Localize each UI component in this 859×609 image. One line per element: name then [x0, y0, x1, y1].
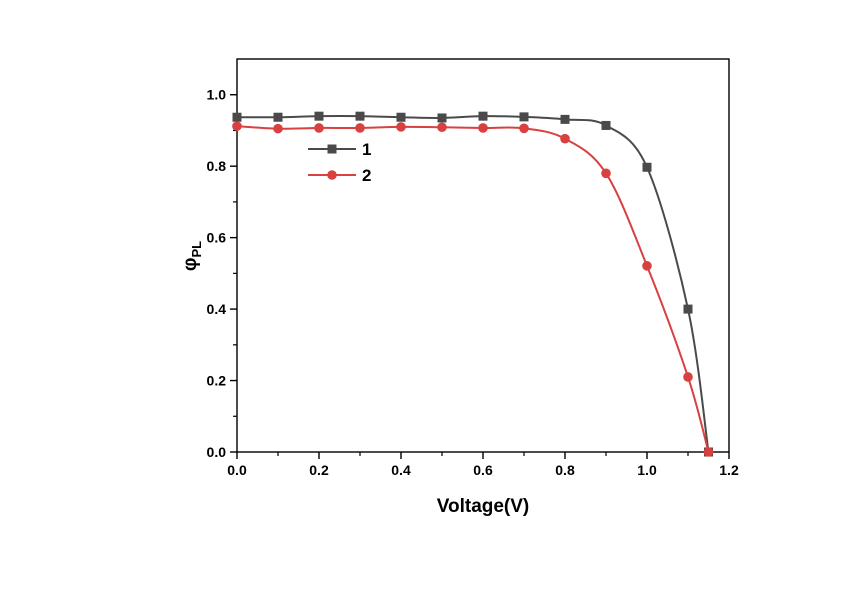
svg-text:φPL: φPL	[180, 241, 204, 271]
legend-item-2: 2	[308, 166, 371, 185]
data-point	[273, 112, 283, 122]
legend-item-1: 1	[308, 140, 371, 159]
data-point	[642, 261, 652, 271]
y-tick-label: 0.0	[207, 444, 227, 460]
data-point	[437, 113, 447, 123]
y-axis-title-sub: PL	[189, 241, 204, 258]
data-point	[683, 372, 693, 382]
data-point	[703, 447, 714, 457]
legend-label: 2	[362, 166, 371, 185]
data-point	[437, 122, 447, 133]
y-tick-label: 1.0	[207, 87, 227, 103]
data-point	[560, 133, 570, 144]
y-tick-label: 0.2	[207, 373, 227, 389]
series-1	[232, 111, 713, 457]
data-point	[273, 123, 283, 134]
legend-marker	[327, 144, 337, 154]
y-tick-label: 0.4	[207, 301, 227, 317]
legend: 12	[308, 140, 371, 185]
data-point	[478, 123, 488, 133]
y-axis: 0.0 0.2 0.4 0.6 0.8 1.0	[207, 87, 237, 460]
series-line	[236, 125, 710, 453]
x-tick-label: 0.4	[391, 462, 411, 478]
x-tick-label: 1.2	[719, 462, 739, 478]
x-axis: 0.0 0.2 0.4 0.6 0.8 1.0 1.2	[227, 452, 739, 478]
x-tick-label: 0.6	[473, 462, 493, 478]
data-point	[396, 122, 406, 132]
data-point	[601, 168, 611, 179]
series-2	[232, 121, 714, 457]
legend-marker	[327, 170, 337, 180]
x-tick-label: 1.0	[637, 462, 657, 478]
data-point	[683, 304, 693, 314]
x-tick-label: 0.8	[555, 462, 575, 478]
y-tick-label: 0.8	[207, 158, 227, 174]
data-point	[355, 111, 365, 121]
data-point	[601, 120, 611, 130]
y-axis-title-main: φ	[180, 258, 201, 272]
series-line	[236, 115, 710, 453]
x-tick-label: 0.0	[227, 462, 247, 478]
data-point	[642, 162, 652, 172]
data-point	[396, 112, 406, 122]
data-point	[314, 123, 324, 133]
data-point	[355, 123, 365, 133]
data-point	[519, 112, 529, 122]
y-axis-title: φPL	[180, 241, 204, 271]
data-point	[519, 123, 529, 134]
data-point	[478, 111, 488, 121]
x-tick-label: 0.2	[309, 462, 329, 478]
legend-label: 1	[362, 140, 371, 159]
data-point	[560, 114, 570, 124]
series-layer	[232, 111, 714, 457]
x-axis-title: Voltage(V)	[437, 496, 530, 517]
data-point	[232, 112, 242, 122]
data-point	[232, 121, 242, 131]
y-tick-label: 0.6	[207, 230, 227, 246]
data-point	[314, 111, 324, 121]
